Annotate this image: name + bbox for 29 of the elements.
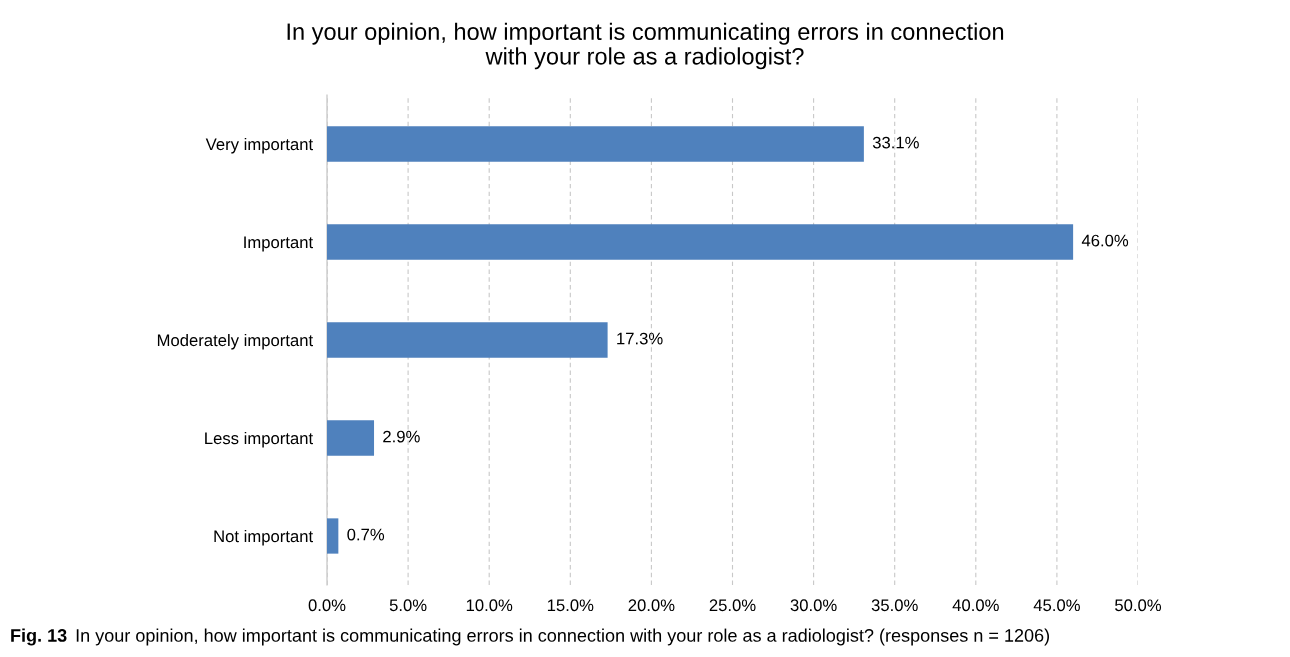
data-label: 33.1% bbox=[872, 136, 919, 149]
data-label: 2.9% bbox=[383, 430, 420, 443]
y-tick-label: Very important bbox=[205, 137, 313, 154]
y-tick-label: Not important bbox=[214, 529, 313, 546]
x-tick-label: 25.0% bbox=[709, 599, 756, 612]
x-tick-label: 15.0% bbox=[547, 599, 594, 612]
data-label: 46.0% bbox=[1081, 234, 1129, 247]
bar bbox=[327, 126, 864, 162]
x-tick-label: 40.0% bbox=[952, 599, 999, 612]
data-label: 17.3% bbox=[617, 332, 663, 345]
y-tick-label: Important bbox=[244, 236, 313, 252]
x-tick-label: 0.0% bbox=[308, 599, 346, 612]
x-tick-label: 20.0% bbox=[628, 599, 675, 612]
x-tick-label: 45.0% bbox=[1033, 599, 1080, 612]
bar bbox=[327, 322, 608, 358]
bar bbox=[327, 420, 375, 456]
bar bbox=[327, 518, 339, 554]
caption: Fig. 13 bbox=[11, 628, 67, 646]
y-tick-label: Less important bbox=[205, 431, 313, 448]
chart-title: In your opinion, how important is communicating errors in connection with your role as a radiologist? bbox=[287, 22, 1004, 70]
data-label: 0.7% bbox=[347, 528, 385, 541]
text: In your opinion, how important is communicating errors in connection with your role as a radiologist? (responses n = 1206) bbox=[76, 628, 1049, 646]
x-tick-label: 30.0% bbox=[790, 599, 837, 612]
x-tick-label: 50.0% bbox=[1115, 599, 1162, 612]
bar bbox=[327, 224, 1074, 260]
y-tick-label: Moderately important bbox=[157, 333, 313, 350]
x-tick-label: 5.0% bbox=[389, 599, 427, 612]
x-tick-label: 10.0% bbox=[466, 599, 513, 612]
x-tick-label: 35.0% bbox=[871, 599, 918, 612]
